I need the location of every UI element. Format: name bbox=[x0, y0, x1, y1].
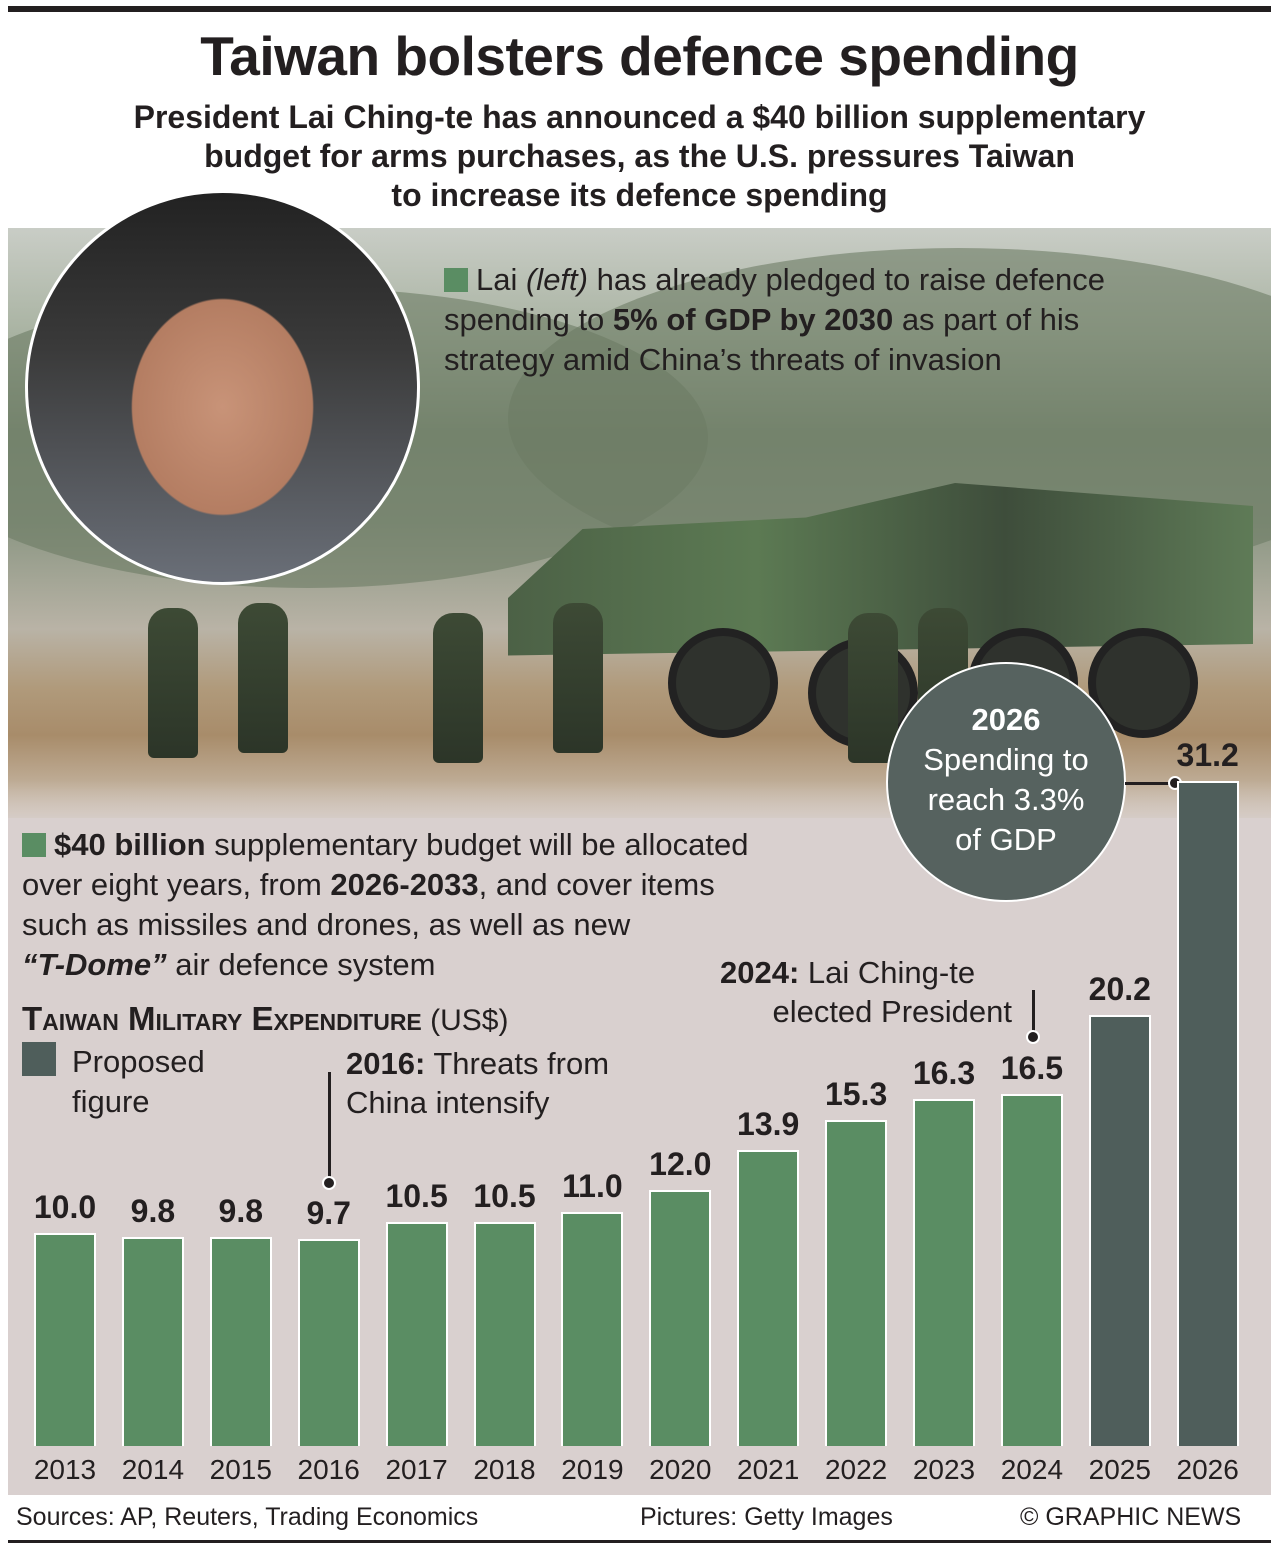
bar-2025 bbox=[1088, 1015, 1151, 1446]
x-tick-label: 2017 bbox=[385, 1454, 448, 1485]
bar-2018 bbox=[473, 1222, 536, 1446]
bottom-rule bbox=[8, 1540, 1271, 1543]
bar-value-label: 10.5 bbox=[473, 1178, 536, 1215]
bar-2015 bbox=[209, 1237, 272, 1446]
x-tick-label: 2023 bbox=[912, 1454, 976, 1485]
chart-title: Taiwan Military Expenditure (US$) bbox=[22, 1000, 509, 1037]
subtitle: President Lai Ching-te has announced a $… bbox=[0, 98, 1279, 215]
graphic-news-credit: © GRAPHIC NEWS bbox=[1020, 1503, 1242, 1531]
x-tick-label: 2015 bbox=[209, 1454, 272, 1485]
bar-2016 bbox=[297, 1239, 360, 1446]
bar-2021 bbox=[737, 1149, 800, 1446]
annotation-2024: 2024: Lai Ching-te elected President bbox=[720, 955, 1012, 1029]
bar-value-label: 15.3 bbox=[824, 1075, 888, 1112]
x-tick-label: 2019 bbox=[561, 1454, 624, 1485]
x-tick-label: 2022 bbox=[824, 1454, 888, 1485]
bar-2020 bbox=[649, 1190, 712, 1446]
bar-value-label: 11.0 bbox=[562, 1167, 623, 1204]
x-tick-label: 2018 bbox=[473, 1454, 536, 1485]
x-tick-label: 2020 bbox=[649, 1454, 712, 1485]
legend-label: Proposed figure bbox=[72, 1044, 205, 1119]
bar-value-label: 31.2 bbox=[1176, 737, 1239, 773]
bar-2017 bbox=[385, 1222, 448, 1446]
green-square-icon bbox=[444, 268, 468, 292]
picture-credit: Pictures: Getty Images bbox=[640, 1503, 893, 1531]
x-tick-label: 2021 bbox=[737, 1454, 800, 1485]
x-tick-label: 2013 bbox=[33, 1454, 97, 1485]
green-square-icon bbox=[22, 833, 46, 857]
page-title: Taiwan bolsters defence spending bbox=[200, 25, 1079, 87]
bar-value-label: 12.0 bbox=[649, 1146, 712, 1183]
bar-2026 bbox=[1176, 781, 1239, 1446]
bar-2019 bbox=[561, 1211, 624, 1446]
bar-value-label: 16.5 bbox=[1000, 1050, 1064, 1087]
bar-2014 bbox=[121, 1237, 184, 1446]
x-tick-label: 2016 bbox=[297, 1454, 360, 1485]
bar-value-label: 9.8 bbox=[218, 1193, 264, 1230]
legend-swatch-proposed bbox=[22, 1042, 56, 1076]
annotation-2016: 2016: Threats from China intensify bbox=[346, 1046, 610, 1120]
x-tick-label: 2026 bbox=[1176, 1454, 1239, 1485]
bar-value-label: 10.5 bbox=[385, 1178, 448, 1215]
bar-value-label: 13.9 bbox=[737, 1105, 800, 1142]
note-gdp-pledge: Lai (left) has already pledged to raise … bbox=[444, 262, 1106, 377]
x-tick-label: 2014 bbox=[121, 1454, 185, 1485]
x-tick-label: 2024 bbox=[1000, 1454, 1064, 1485]
legend: Proposed figure bbox=[22, 1042, 205, 1119]
subtitle-line: budget for arms purchases, as the U.S. p… bbox=[204, 138, 1075, 174]
bar-2013 bbox=[34, 1232, 96, 1446]
leader-dot bbox=[322, 1176, 336, 1190]
portrait-lai-ching-te bbox=[25, 190, 420, 585]
sources: Sources: AP, Reuters, Trading Economics bbox=[16, 1503, 479, 1531]
gdp-bubble: 2026 Spending to reach 3.3% of GDP bbox=[886, 662, 1126, 902]
subtitle-line: to increase its defence spending bbox=[391, 177, 888, 213]
bar-value-label: 9.7 bbox=[306, 1195, 351, 1232]
bar-2024 bbox=[1000, 1094, 1063, 1446]
bar-2023 bbox=[913, 1098, 975, 1446]
subtitle-line: President Lai Ching-te has announced a $… bbox=[133, 99, 1146, 135]
leader-dot bbox=[1026, 1030, 1040, 1044]
top-rule bbox=[8, 6, 1271, 12]
bar-value-label: 20.2 bbox=[1088, 971, 1151, 1008]
bar-value-label: 10.0 bbox=[33, 1188, 97, 1225]
bar-value-label: 9.8 bbox=[130, 1193, 176, 1230]
bar-value-label: 16.3 bbox=[912, 1054, 976, 1091]
x-tick-label: 2025 bbox=[1088, 1454, 1151, 1485]
note-supplementary-budget: $40 billion supplementary budget will be… bbox=[22, 827, 749, 982]
bar-2022 bbox=[825, 1119, 888, 1446]
